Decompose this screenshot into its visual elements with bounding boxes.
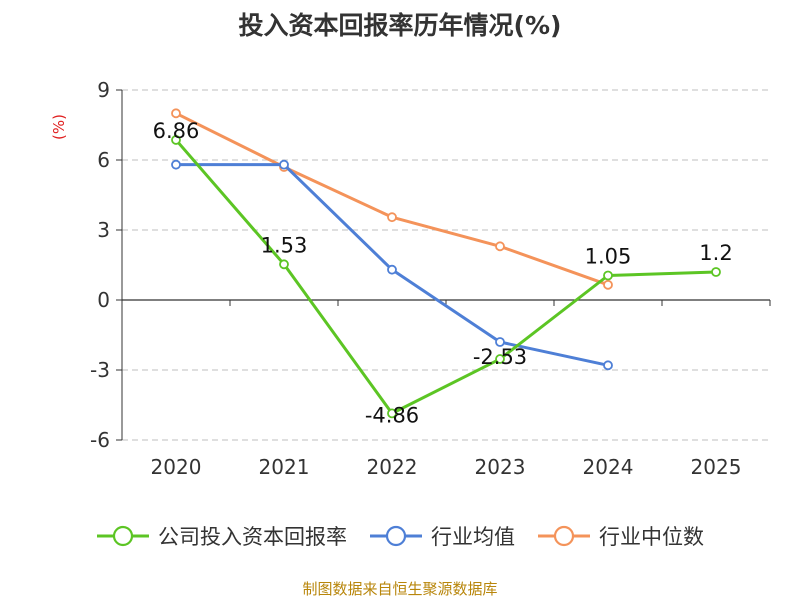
data-point-1 (279, 159, 289, 170)
y-tick-label: 6 (97, 148, 110, 172)
data-point-0 (711, 267, 721, 277)
series-line-0 (174, 138, 717, 415)
data-label: 1.53 (261, 233, 308, 257)
legend-marker (538, 525, 590, 547)
data-point-0 (603, 270, 613, 281)
chart-title: 投入资本回报率历年情况(%) (238, 11, 562, 40)
y-tick-label: 9 (97, 78, 110, 102)
data-label: -4.86 (365, 403, 419, 427)
data-point-1 (171, 159, 181, 170)
data-point-2 (495, 241, 505, 252)
x-tick-label: 2023 (475, 455, 526, 479)
y-tick-label: -3 (90, 358, 110, 382)
y-tick-label: -6 (90, 428, 110, 452)
legend-item: 行业中位数 (537, 521, 704, 551)
x-tick-label: 2025 (691, 455, 742, 479)
data-point-2 (171, 108, 181, 119)
y-tick-label: 3 (97, 218, 110, 242)
legend-label: 行业中位数 (599, 525, 704, 549)
data-point-1 (603, 360, 613, 371)
legend-marker (370, 525, 422, 547)
data-point-1 (495, 337, 505, 347)
data-point-2 (603, 279, 613, 290)
y-axis-unit-label: (%) (50, 114, 68, 140)
source-note: 制图数据来自恒生聚源数据库 (302, 580, 498, 598)
data-label: 6.86 (153, 119, 200, 143)
x-tick-label: 2022 (367, 455, 418, 479)
y-tick-label: 0 (97, 288, 110, 312)
data-point-0 (279, 259, 289, 270)
series-line-2 (175, 111, 609, 287)
legend-marker (97, 525, 149, 547)
data-point-0 (387, 408, 397, 419)
x-tick-label: 2020 (151, 455, 202, 479)
data-label: 1.05 (585, 245, 632, 269)
legend-label: 行业均值 (431, 525, 515, 549)
data-point-2 (387, 212, 397, 223)
legend-label: 公司投入资本回报率 (158, 525, 347, 549)
data-label: -2.53 (473, 345, 527, 369)
data-label: 1.2 (699, 241, 732, 265)
data-point-1 (387, 264, 397, 275)
x-tick-label: 2021 (259, 455, 310, 479)
data-point-0 (495, 354, 505, 364)
legend-item: 行业均值 (369, 521, 515, 551)
x-tick-label: 2024 (583, 455, 634, 479)
legend: 公司投入资本回报率 行业均值 行业中位数 (0, 518, 800, 554)
data-point-0 (171, 135, 181, 145)
legend-item: 公司投入资本回报率 (96, 521, 347, 551)
